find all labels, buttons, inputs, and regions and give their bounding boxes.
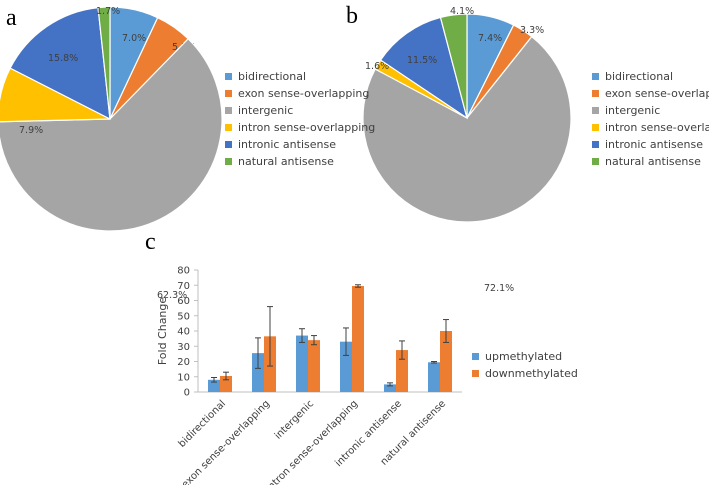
legend-pie-a: bidirectional exon sense-overlapping inter…: [225, 68, 375, 170]
bar-upmethylated-2: [296, 335, 308, 392]
legend-a-item-2: intergenic: [225, 102, 375, 119]
legend-a-item-0: bidirectional: [225, 68, 375, 85]
pie-b-slice-4: [379, 16, 468, 120]
legend-swatch: [225, 90, 232, 97]
bar-x-tick-label-3: intron sense-overlapping: [264, 398, 360, 485]
pie-a-slice-4: [9, 6, 111, 121]
bar-y-tick-label-1: 10: [177, 372, 190, 383]
pie-a-slice-label-2: 62.3%: [157, 290, 187, 301]
pie-b-slice-5: [439, 13, 468, 119]
legend-swatch: [592, 124, 599, 131]
bar-y-tick-label-5: 50: [177, 311, 190, 322]
pie-a-slice-2: [0, 37, 223, 232]
pie-a-slice-5: [97, 6, 111, 120]
pie-a-slice-label-4: 15.8%: [48, 53, 78, 64]
legend-c-item-1: downmethylated: [472, 365, 578, 382]
legend-c-item-0: upmethylated: [472, 348, 578, 365]
legend-b-item-3: intron sense-overlapping: [592, 119, 709, 136]
legend-label: intron sense-overlapping: [238, 121, 376, 134]
legend-b-item-4: intronic antisense: [592, 136, 709, 153]
legend-a-item-5: natural antisense: [225, 153, 375, 170]
pie-b-slice-label-2: 72.1%: [484, 283, 514, 294]
legend-swatch: [225, 124, 232, 131]
legend-label: intron sense-overlapping: [605, 121, 709, 134]
panel-label-a: a: [6, 5, 17, 31]
legend-pie-b: bidirectional exon sense-overlapping inter…: [592, 68, 709, 170]
legend-swatch: [472, 353, 479, 360]
bar-downmethylated-5: [440, 331, 452, 392]
legend-label: bidirectional: [605, 70, 674, 83]
legend-label: natural antisense: [605, 155, 701, 168]
pie-b-slice-label-4: 11.5%: [407, 55, 437, 66]
bar-x-tick-label-1: exon sense-overlapping: [180, 398, 272, 485]
pie-a-slice-label-5: 1.7%: [96, 6, 120, 17]
legend-b-item-0: bidirectional: [592, 68, 709, 85]
legend-swatch: [592, 73, 599, 80]
bar-downmethylated-2: [308, 340, 320, 392]
bar-upmethylated-4: [384, 384, 396, 392]
legend-label: intronic antisense: [238, 138, 336, 151]
bar-upmethylated-0: [208, 379, 220, 392]
pie-b-slice-label-5: 4.1%: [450, 6, 474, 17]
legend-swatch: [592, 141, 599, 148]
legend-b-item-5: natural antisense: [592, 153, 709, 170]
pie-b-slice-2: [362, 35, 572, 223]
bar-y-tick-label-0: 0: [184, 388, 190, 399]
bar-downmethylated-3: [352, 286, 364, 392]
legend-swatch: [472, 370, 479, 377]
legend-swatch: [592, 107, 599, 114]
bar-y-tick-label-4: 40: [177, 327, 190, 338]
legend-swatch: [225, 107, 232, 114]
legend-b-item-2: intergenic: [592, 102, 709, 119]
bar-y-tick-label-8: 80: [177, 266, 190, 277]
pie-b-slice-label-3: 1.6%: [365, 61, 389, 72]
legend-swatch: [225, 158, 232, 165]
legend-label: bidirectional: [238, 70, 307, 83]
legend-label: downmethylated: [485, 367, 578, 380]
bar-downmethylated-4: [396, 350, 408, 392]
legend-label: upmethylated: [485, 350, 563, 363]
legend-swatch: [592, 90, 599, 97]
legend-a-item-3: intron sense-overlapping: [225, 119, 375, 136]
legend-label: intergenic: [605, 104, 661, 117]
bar-upmethylated-1: [252, 353, 264, 392]
bar-y-tick-label-2: 20: [177, 357, 190, 368]
bar-x-tick-label-2: intergenic: [273, 398, 316, 441]
bar-y-tick-label-6: 60: [177, 296, 190, 307]
bar-y-tick-label-3: 30: [177, 342, 190, 353]
pie-b-slice-label-0: 7.4%: [478, 33, 502, 44]
legend-swatch: [225, 141, 232, 148]
legend-a-item-1: exon sense-overlapping: [225, 85, 375, 102]
bar-y-tick-label-7: 70: [177, 281, 190, 292]
pie-b-slice-label-1: 3.3%: [520, 25, 544, 36]
pie-a-slice-label-0: 7.0%: [122, 33, 146, 44]
legend-swatch: [592, 158, 599, 165]
legend-label: intronic antisense: [605, 138, 703, 151]
legend-b-item-1: exon sense-overlapping: [592, 85, 709, 102]
pie-a-slice-label-3: 7.9%: [19, 125, 43, 136]
panel-label-c: c: [145, 229, 156, 255]
legend-swatch: [225, 73, 232, 80]
bar-upmethylated-3: [340, 341, 352, 392]
bar-y-axis-title: Fold Change: [156, 297, 169, 366]
legend-a-item-4: intronic antisense: [225, 136, 375, 153]
legend-label: exon sense-overlapping: [605, 87, 709, 100]
legend-label: intergenic: [238, 104, 294, 117]
legend-bar-c: upmethylated downmethylated: [472, 348, 578, 382]
bar-upmethylated-5: [428, 362, 440, 392]
legend-label: exon sense-overlapping: [238, 87, 370, 100]
panel-label-b: b: [346, 3, 358, 29]
legend-label: natural antisense: [238, 155, 334, 168]
